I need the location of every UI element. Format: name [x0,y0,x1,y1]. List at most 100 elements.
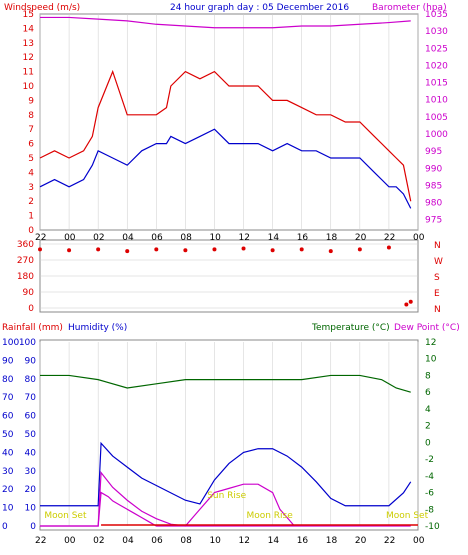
direction-point [38,247,42,252]
rain-tick-label: 20 [2,485,14,495]
windspeed-tick-label: 4 [28,168,34,178]
astronomy-annotation: Sun Rise [207,491,246,501]
bottom-x-tick-label: 20 [355,536,367,546]
windspeed-tick-label: 5 [28,154,34,164]
temperature-tick-label: -2 [425,455,434,465]
temperature-tick-label: -10 [425,522,440,532]
rain-tick-label: 40 [2,448,14,458]
temperature-tick-label: 4 [425,405,431,415]
windspeed-tick-label: 3 [28,183,34,193]
windspeed-tick-label: 8 [28,111,34,121]
temperature-tick-label: 0 [425,438,431,448]
barometer-tick-label: 1020 [425,61,448,71]
dewpoint-series-line [40,483,295,527]
temperature-tick-label: -4 [425,472,434,482]
windspeed-tick-label: 13 [23,39,34,49]
bottom-x-tick-label: 16 [297,536,309,546]
direction-point [408,299,413,304]
wind-x-tick-label: 16 [297,233,309,243]
compass-label: E [434,289,440,299]
direction-point [212,247,217,252]
temperature-axis-title: Temperature (°C) [311,323,390,333]
rain-tick-label: 50 [2,430,14,440]
bottom-x-tick-label: 22 [35,536,46,546]
gust-series-line [39,69,412,202]
direction-tick-label: 360 [17,240,34,250]
humidity-tick-label: 30 [25,467,37,477]
bottom-x-tick-label: 00 [64,536,76,546]
direction-point [183,248,188,253]
compass-label: N [434,305,441,315]
rain-tick-label: 60 [2,412,14,422]
direction-point [404,302,409,307]
windspeed-tick-label: 14 [23,24,35,34]
bottom-x-tick-label: 18 [326,536,338,546]
humidity-tick-label: 20 [25,485,37,495]
direction-point [96,247,101,252]
astronomy-annotation: Moon Rise [246,511,293,521]
wind-x-tick-label: 00 [413,233,425,243]
humidity-tick-label: 100 [19,338,36,348]
temperature-tick-label: -6 [425,489,434,499]
direction-point [125,249,130,254]
humidity-tick-label: 50 [25,430,37,440]
direction-point [154,247,159,252]
rainfall-axis-title: Rainfall (mm) [2,323,63,333]
direction-point [357,247,362,252]
humidity-tick-label: 10 [25,504,37,514]
barometer-tick-label: 990 [425,164,442,174]
barometer-tick-label: 1025 [425,44,448,54]
barometer-tick-label: 995 [425,147,442,157]
humidity-series-line [40,441,412,507]
wind-x-tick-label: 20 [355,233,367,243]
compass-label: N [434,241,441,251]
barometer-tick-label: 1035 [425,10,448,20]
barometer-axis-title: Barometer (hpa) [372,3,447,13]
barometer-tick-label: 975 [425,216,442,226]
bottom-x-tick-label: 10 [209,536,221,546]
direction-point [386,245,391,250]
direction-tick-label: 270 [17,256,34,266]
barometer-tick-label: 1030 [425,27,448,37]
windspeed-tick-label: 15 [23,10,34,20]
wind-x-tick-label: 00 [64,233,76,243]
windspeed-tick-label: 0 [28,226,34,236]
barometer-series-line [40,16,411,29]
temperature-tick-label: 2 [425,422,431,432]
rain-tick-label: 90 [2,356,14,366]
wind-x-tick-label: 14 [268,233,280,243]
windspeed-tick-label: 12 [23,53,34,63]
windspeed-tick-label: 11 [23,68,34,78]
bottom-x-tick-label: 00 [413,536,425,546]
wind-x-tick-label: 08 [180,233,192,243]
rain-tick-label: 30 [2,467,14,477]
direction-tick-label: 180 [17,272,34,282]
bottom-x-tick-label: 12 [239,536,250,546]
chart-title: 24 hour graph day : 05 December 2016 [170,3,349,13]
humidity-tick-label: 80 [25,375,37,385]
direction-tick-label: 0 [28,304,34,314]
direction-tick-label: 90 [23,288,35,298]
windspeed-tick-label: 9 [28,96,34,106]
windspeed-tick-label: 6 [28,140,34,150]
dewpoint-axis-title: Dew Point (°C) [394,323,460,333]
bottom-x-tick-label: 04 [122,536,134,546]
humidity-tick-label: 0 [30,522,36,532]
humidity-axis-title: Humidity (%) [68,323,127,333]
wind-x-tick-label: 06 [151,233,163,243]
wind-x-tick-label: 02 [93,233,104,243]
rain-tick-label: 70 [2,393,14,403]
wind-panel-frame [39,13,419,231]
compass-label: S [434,273,440,283]
windspeed-tick-label: 1 [28,212,34,222]
rain-tick-label: 100 [2,338,19,348]
astronomy-annotation: Moon Set [386,511,429,521]
humidity-tick-label: 60 [25,412,37,422]
wind-x-tick-label: 22 [35,233,46,243]
temperature-tick-label: 10 [425,355,437,365]
wind-x-tick-label: 18 [326,233,338,243]
direction-point [270,248,275,253]
wind-x-tick-label: 12 [239,233,250,243]
windspeed-tick-label: 7 [28,125,34,135]
